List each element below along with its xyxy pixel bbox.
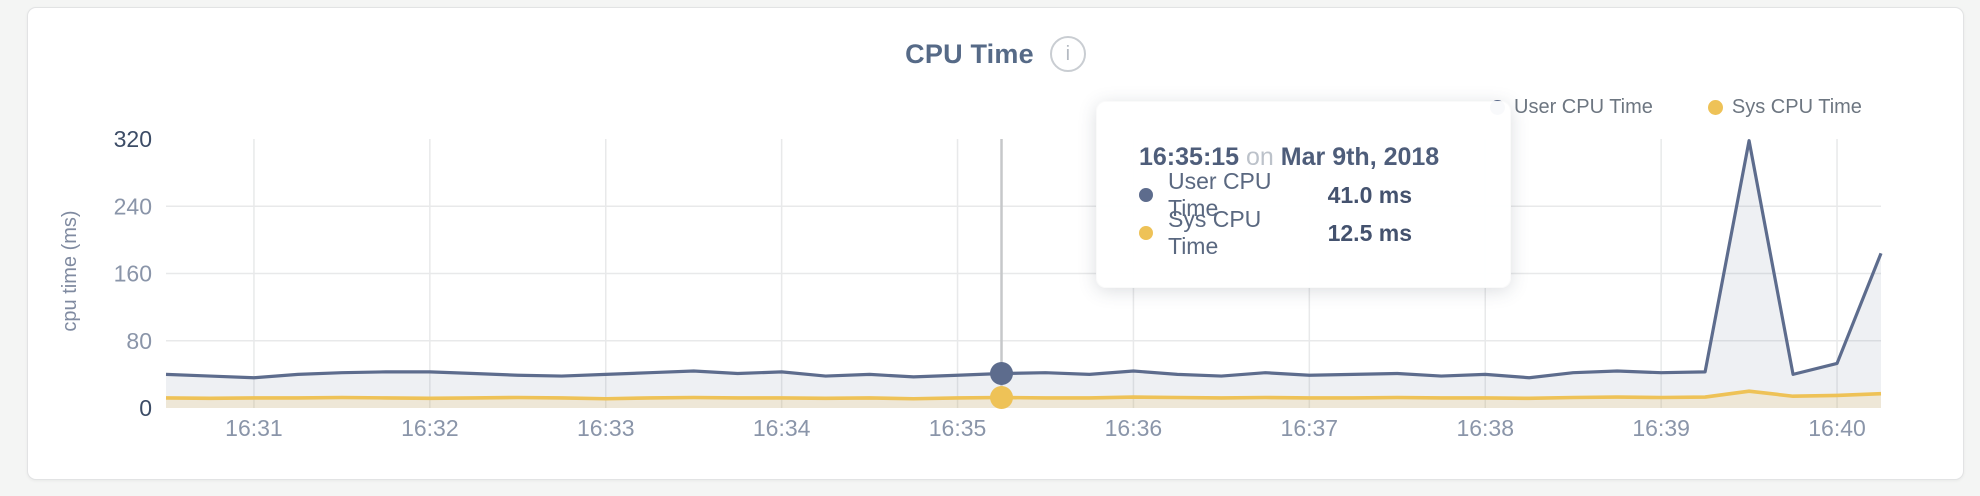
series-area: [166, 140, 1881, 408]
tooltip-series-label: Sys CPU Time: [1168, 206, 1262, 259]
tooltip-row-user: User CPU Time 41.0 ms: [1139, 168, 1412, 221]
tooltip-date: Mar 9th, 2018: [1280, 143, 1440, 171]
chart-canvas[interactable]: 16:31 16:32 16:33 16:34 16:35 16:36 16:37 16:38…: [28, 8, 1963, 479]
y-tick-label: 160: [114, 261, 152, 287]
sys-series-dot-icon: [1139, 226, 1153, 240]
hover-marker-user: [990, 362, 1014, 386]
y-tick-label: 0: [139, 395, 152, 421]
y-tick-label: 240: [114, 193, 152, 219]
series-area: [166, 391, 1881, 408]
cpu-time-chart-card: CPU Time i User CPU Time Sys CPU Time cp…: [27, 7, 1964, 480]
legend-label: User CPU Time: [1514, 96, 1653, 118]
hover-marker-sys: [990, 385, 1014, 409]
tooltip-time: 16:35:15: [1139, 143, 1240, 171]
tooltip-timestamp: 16:35:15 on Mar 9th, 2018: [1139, 142, 1439, 172]
x-tick-label: 16:33: [577, 415, 635, 441]
x-tick-label: 16:38: [1456, 415, 1514, 441]
info-icon[interactable]: i: [1049, 36, 1086, 72]
sys-series-dot-icon: [1707, 100, 1723, 115]
chart-header: CPU Time i: [28, 36, 1963, 72]
x-tick-label: 16:39: [1632, 415, 1690, 441]
legend-label: Sys CPU Time: [1731, 96, 1862, 118]
chart-title: CPU Time: [905, 38, 1034, 69]
legend-item-sys-cpu-time[interactable]: Sys CPU Time: [1707, 96, 1862, 119]
x-tick-label: 16:35: [929, 415, 987, 441]
y-tick-label: 320: [114, 126, 152, 152]
tooltip-series-label: User CPU Time: [1168, 168, 1272, 221]
series-line: [165, 139, 1883, 380]
x-tick-label: 16:37: [1281, 415, 1339, 441]
x-tick-label: 16:40: [1808, 415, 1866, 441]
user-series-dot-icon: [1139, 188, 1153, 202]
x-tick-label: 16:31: [225, 415, 283, 441]
tooltip-connector: on: [1246, 143, 1274, 171]
tooltip-series-value: 12.5 ms: [1327, 219, 1412, 246]
hover-tooltip: 16:35:15 on Mar 9th, 2018 User CPU Time …: [1096, 101, 1511, 288]
x-tick-label: 16:36: [1105, 415, 1163, 441]
chart-legend: User CPU Time Sys CPU Time: [1490, 96, 1862, 119]
legend-item-user-cpu-time[interactable]: User CPU Time: [1490, 96, 1653, 119]
x-tick-label: 16:34: [753, 415, 811, 441]
y-tick-label: 80: [126, 328, 152, 354]
tooltip-series-value: 41.0 ms: [1327, 181, 1412, 208]
x-tick-label: 16:32: [401, 415, 459, 441]
series-line: [165, 389, 1882, 401]
tooltip-row-sys: Sys CPU Time 12.5 ms: [1139, 206, 1412, 259]
